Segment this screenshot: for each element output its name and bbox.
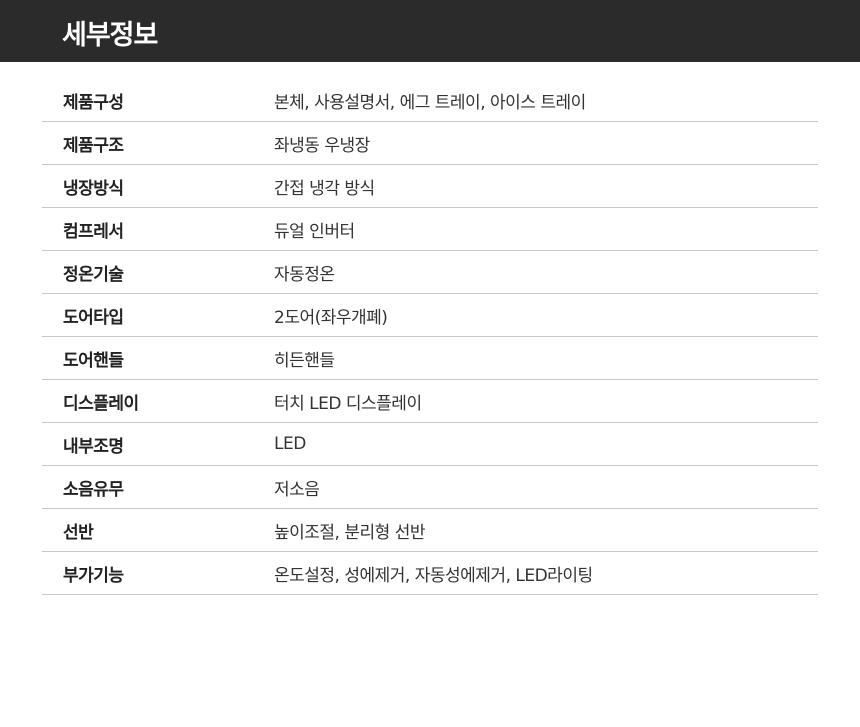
spec-row: 냉장방식 간접 냉각 방식 [42, 165, 818, 208]
spec-row: 도어타입 2도어(좌우개폐) [42, 294, 818, 337]
spec-row: 선반 높이조절, 분리형 선반 [42, 509, 818, 552]
spec-value: 듀얼 인버터 [274, 221, 355, 242]
spec-label: 도어타입 [63, 307, 124, 328]
spec-row: 컴프레서 듀얼 인버터 [42, 208, 818, 251]
page-title: 세부정보 [62, 20, 158, 51]
header-bar: 세부정보 [0, 0, 860, 62]
spec-value: 자동정온 [274, 264, 335, 285]
spec-row: 제품구조 좌냉동 우냉장 [42, 122, 818, 165]
spec-label: 디스플레이 [63, 393, 139, 414]
spec-row: 부가기능 온도설정, 성에제거, 자동성에제거, LED라이팅 [42, 552, 818, 595]
spec-value: 높이조절, 분리형 선반 [274, 522, 425, 543]
spec-value: 히든핸들 [274, 350, 335, 371]
spec-value: 2도어(좌우개폐) [274, 307, 388, 328]
spec-value: 온도설정, 성에제거, 자동성에제거, LED라이팅 [274, 565, 593, 586]
spec-label: 냉장방식 [63, 178, 124, 199]
spec-value: 터치 LED 디스플레이 [274, 393, 422, 414]
spec-row: 도어핸들 히든핸들 [42, 337, 818, 380]
spec-label: 부가기능 [63, 565, 124, 586]
spec-value: 간접 냉각 방식 [274, 178, 375, 199]
spec-row: 내부조명 LED [42, 423, 818, 466]
spec-label: 소음유무 [63, 479, 124, 500]
spec-label: 정온기술 [63, 264, 124, 285]
spec-row: 제품구성 본체, 사용설명서, 에그 트레이, 아이스 트레이 [42, 79, 818, 122]
spec-row: 정온기술 자동정온 [42, 251, 818, 294]
spec-label: 내부조명 [63, 436, 124, 457]
spec-label: 제품구성 [63, 92, 124, 113]
spec-row: 디스플레이 터치 LED 디스플레이 [42, 380, 818, 423]
spec-value: LED [274, 434, 306, 454]
spec-label: 선반 [63, 522, 94, 543]
spec-value: 좌냉동 우냉장 [274, 135, 370, 156]
spec-value: 본체, 사용설명서, 에그 트레이, 아이스 트레이 [274, 92, 586, 113]
spec-label: 도어핸들 [63, 350, 124, 371]
spec-row: 소음유무 저소음 [42, 466, 818, 509]
spec-value: 저소음 [274, 479, 320, 500]
spec-label: 컴프레서 [63, 221, 124, 242]
spec-label: 제품구조 [63, 135, 124, 156]
